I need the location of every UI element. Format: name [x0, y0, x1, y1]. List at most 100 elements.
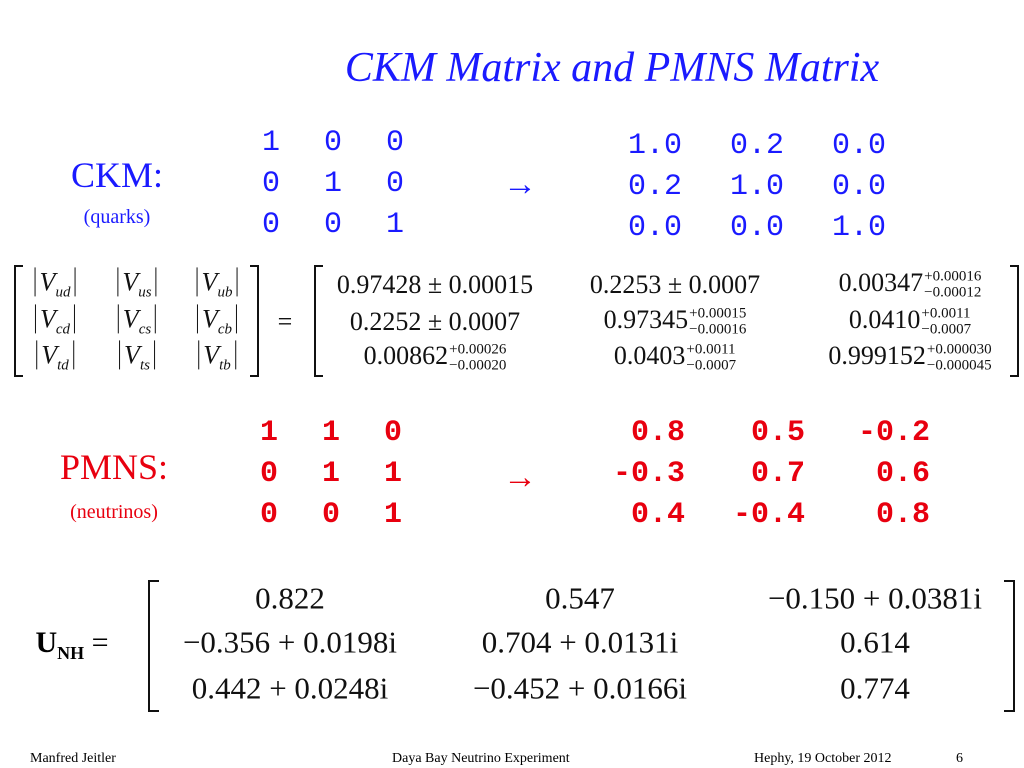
matrix-entry: 0.2 — [730, 129, 785, 163]
matrix-entry: 0.4 — [630, 498, 685, 532]
arrow: → — [503, 459, 537, 496]
abs-bars: Vtb — [198, 340, 236, 373]
matrix-entry: 0 — [324, 126, 343, 160]
value: 0.999152 — [828, 340, 926, 370]
unh-element: −0.356 + 0.0198i — [182, 624, 398, 660]
ckm-value: 0.00862 +0.00026 −0.00020 — [363, 340, 507, 374]
subscript: cd — [55, 321, 71, 338]
matrix-entry: 1 — [262, 126, 281, 160]
unh-element: −0.452 + 0.0166i — [472, 670, 688, 706]
matrix-entry: 0.0 — [832, 170, 887, 204]
value: 0.00347 — [838, 267, 924, 297]
matrix-entry: 1 — [386, 208, 405, 242]
abs-bars: Vus — [117, 267, 157, 300]
pmns-label: PMNS: — [59, 447, 169, 487]
ckm-element: Vts — [119, 340, 155, 373]
value: 0.2252 ± 0.0007 — [349, 307, 521, 336]
matrix-entry: 0 — [260, 498, 279, 532]
bracket — [148, 580, 159, 712]
matrix-entry: 0 — [262, 208, 281, 242]
matrix-entry: 0.0 — [832, 129, 887, 163]
matrix-entry: 0.7 — [750, 457, 805, 491]
value: 0.0403 — [613, 340, 686, 370]
subscript: cs — [138, 321, 152, 338]
unh-element: −0.150 + 0.0381i — [767, 580, 983, 616]
upper-error: +0.00026 — [449, 341, 507, 358]
lower-error: −0.000045 — [926, 357, 992, 373]
ckm-value: 0.999152 +0.000030 −0.000045 — [828, 340, 992, 374]
value: 0.00862 — [363, 340, 449, 370]
matrix-entry: -0.3 — [612, 457, 685, 491]
matrix-entry: -0.4 — [732, 498, 805, 532]
symbol: V — [122, 267, 139, 297]
lower-error: −0.00012 — [924, 284, 982, 300]
matrix-entry: 1.0 — [832, 211, 887, 245]
ckm-value: 0.2252 ± 0.0007 — [350, 309, 520, 335]
bracket — [1010, 265, 1019, 377]
ckm-element: Vud — [34, 267, 76, 300]
matrix-entry: 0.6 — [875, 457, 930, 491]
matrix-entry: 1 — [384, 498, 403, 532]
unh-element: 0.614 — [840, 624, 910, 660]
subscript: td — [57, 357, 69, 374]
bracket — [14, 265, 23, 377]
error-stack: +0.0011 −0.0007 — [921, 305, 972, 338]
value: 0.2253 ± 0.0007 — [589, 270, 761, 299]
ckm-value: 0.97345 +0.00015 −0.00016 — [603, 304, 747, 338]
ckm-element: Vcs — [117, 304, 157, 337]
ckm-element: Vub — [196, 267, 238, 300]
matrix-entry: 0 — [260, 457, 279, 491]
error-stack: +0.00015 −0.00016 — [689, 305, 747, 338]
matrix-entry: 0 — [386, 126, 405, 160]
symbol: V — [203, 340, 220, 370]
error-stack: +0.00016 −0.00012 — [924, 268, 982, 301]
matrix-entry: 1 — [260, 416, 279, 450]
value: 0.0410 — [848, 304, 921, 334]
symbol: V — [122, 304, 139, 334]
matrix-entry: 0.2 — [628, 170, 683, 204]
matrix-entry: 1 — [384, 457, 403, 491]
abs-bars: Vtd — [36, 340, 74, 373]
upper-error: +0.00015 — [689, 305, 747, 322]
ckm-value: 0.0410 +0.0011 −0.0007 — [848, 304, 972, 338]
abs-bars: Vub — [196, 267, 238, 300]
abs-bars: Vcs — [117, 304, 157, 337]
symbol: V — [41, 340, 58, 370]
subscript: cb — [217, 321, 233, 338]
equals-sign: = — [91, 626, 109, 659]
lower-error: −0.00020 — [449, 357, 507, 373]
symbol: V — [201, 267, 218, 297]
matrix-entry: 0 — [324, 208, 343, 242]
page-number: 6 — [956, 751, 963, 766]
upper-error: +0.000030 — [926, 341, 992, 358]
slide-title: CKM Matrix and PMNS Matrix — [344, 45, 880, 91]
ckm-element: Vtd — [36, 340, 74, 373]
matrix-entry: -0.2 — [857, 416, 930, 450]
matrix-entry: 1.0 — [628, 129, 683, 163]
unh-element: 0.442 + 0.0248i — [191, 670, 389, 706]
ckm-value: 0.97428 ± 0.00015 — [337, 272, 533, 298]
ckm-element: Vtb — [198, 340, 236, 373]
value: 0.97345 — [603, 304, 689, 334]
upper-error: +0.0011 — [686, 341, 736, 358]
matrix-entry: 0.5 — [750, 416, 805, 450]
symbol: V — [201, 304, 218, 334]
matrix-entry: 0.8 — [630, 416, 685, 450]
bracket — [314, 265, 323, 377]
matrix-entry: 1 — [324, 167, 343, 201]
equals-sign: = — [277, 307, 293, 336]
footer-date: Hephy, 19 October 2012 — [754, 751, 892, 766]
matrix-entry: 0 — [386, 167, 405, 201]
unh-subscript: NH — [57, 643, 85, 663]
lower-error: −0.0007 — [686, 357, 737, 373]
arrow: → — [503, 166, 537, 203]
footer-author: Manfred Jeitler — [30, 751, 116, 766]
ckm-label: CKM: — [70, 155, 164, 195]
symbol: V — [39, 267, 56, 297]
matrix-entry: 0 — [262, 167, 281, 201]
abs-bars: Vcb — [196, 304, 238, 337]
lower-error: −0.0007 — [921, 321, 972, 337]
symbol: V — [39, 304, 56, 334]
ckm-sublabel: (quarks) — [83, 206, 151, 228]
